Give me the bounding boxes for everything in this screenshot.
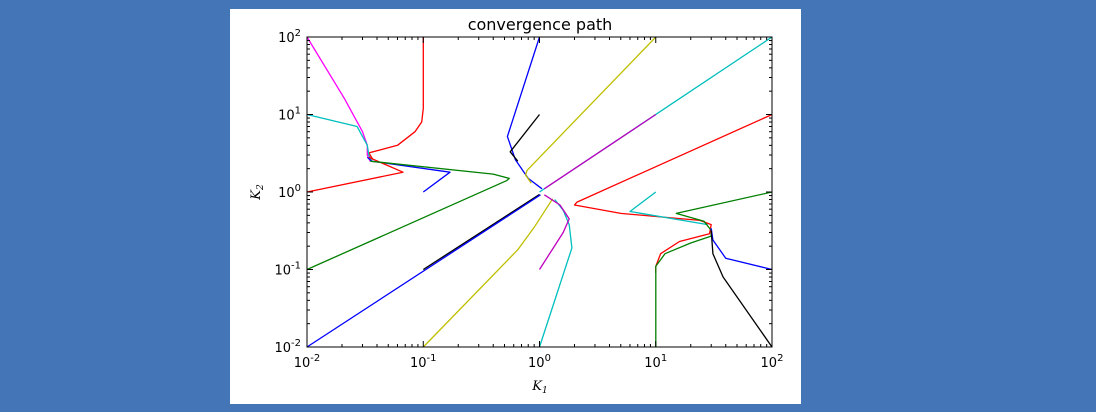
x-tick-label-exponent: 0 bbox=[545, 353, 551, 364]
series-line-16 bbox=[573, 113, 773, 273]
y-axis-label-main: K bbox=[249, 189, 264, 201]
y-tick-label-base: 10 bbox=[278, 109, 295, 124]
chart-figure: convergence path 10-2 10-1 100 101 102 10-2 10… bbox=[230, 9, 801, 404]
x-tick-label: 102 bbox=[761, 353, 784, 371]
series-line-13 bbox=[524, 36, 657, 184]
y-tick-label: 101 bbox=[278, 106, 301, 124]
series-line-6 bbox=[422, 193, 540, 271]
y-axis-label-subscript: 2 bbox=[256, 184, 266, 191]
series-line-20 bbox=[710, 230, 773, 348]
y-tick-label: 10-2 bbox=[274, 338, 301, 356]
series-line-10 bbox=[538, 194, 570, 270]
series-line-12 bbox=[509, 114, 541, 162]
x-tick-label-base: 10 bbox=[761, 356, 778, 371]
x-axis-label-subscript: 1 bbox=[542, 386, 548, 396]
y-tick-label-exponent: 2 bbox=[295, 28, 301, 39]
x-tick-label: 10-1 bbox=[410, 353, 437, 371]
series-line-9 bbox=[538, 199, 573, 348]
y-tick-label: 10-1 bbox=[274, 261, 301, 279]
series-line-7 bbox=[306, 194, 541, 348]
series-layer bbox=[306, 36, 773, 348]
x-tick-label-base: 10 bbox=[410, 356, 427, 371]
series-line-5 bbox=[306, 160, 510, 271]
series-line-1 bbox=[368, 37, 424, 161]
x-tick-label-exponent: 2 bbox=[777, 353, 783, 364]
series-line-18 bbox=[655, 191, 773, 347]
x-tick-label-base: 10 bbox=[644, 356, 661, 371]
x-tick-label: 101 bbox=[644, 353, 667, 371]
y-tick-label-exponent: -2 bbox=[291, 338, 301, 349]
y-tick-label-base: 10 bbox=[278, 186, 295, 201]
y-tick-label-base: 10 bbox=[274, 341, 291, 356]
series-line-15 bbox=[543, 113, 657, 190]
x-tick-label-exponent: -2 bbox=[310, 353, 320, 364]
y-tick-label-exponent: 1 bbox=[295, 106, 301, 117]
series-line-8 bbox=[422, 198, 554, 348]
series-line-3 bbox=[366, 156, 451, 193]
series-line-11 bbox=[506, 36, 543, 190]
series-line-17 bbox=[629, 191, 708, 226]
y-axis-label: K2 bbox=[249, 184, 266, 201]
x-tick-label-exponent: 1 bbox=[661, 353, 667, 364]
series-line-19 bbox=[710, 228, 773, 271]
x-tick-label: 100 bbox=[528, 353, 551, 371]
y-tick-label-base: 10 bbox=[278, 31, 295, 46]
series-line-2 bbox=[306, 113, 373, 162]
x-tick-label-exponent: -1 bbox=[427, 353, 437, 364]
x-tick-label-base: 10 bbox=[528, 356, 545, 371]
y-tick-label: 102 bbox=[278, 28, 301, 46]
y-tick-label-exponent: -1 bbox=[291, 261, 301, 272]
convergence-chart: convergence path 10-2 10-1 100 101 10210-210… bbox=[249, 15, 783, 396]
y-tick-label: 100 bbox=[278, 183, 301, 201]
series-line-0 bbox=[306, 36, 371, 162]
x-tick-label: 10-2 bbox=[294, 353, 321, 371]
chart-title: convergence path bbox=[468, 15, 613, 34]
y-tick-label-exponent: 0 bbox=[295, 183, 301, 194]
y-tick-label-base: 10 bbox=[274, 264, 291, 279]
x-tick-label-base: 10 bbox=[294, 356, 311, 371]
x-axis-label-main: K bbox=[531, 379, 543, 394]
x-axis-label: K1 bbox=[531, 379, 547, 396]
